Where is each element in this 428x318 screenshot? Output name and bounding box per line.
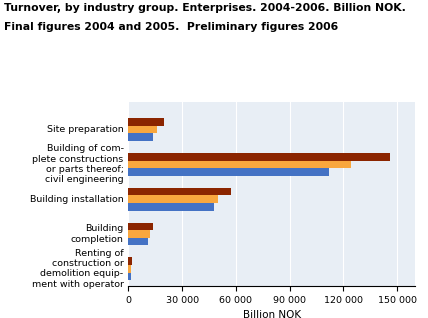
Bar	[128, 265, 131, 273]
Bar	[128, 134, 153, 141]
Bar	[128, 168, 329, 176]
Bar	[128, 188, 231, 195]
Bar	[128, 230, 150, 238]
Text: Final figures 2004 and 2005.  Preliminary figures 2006: Final figures 2004 and 2005. Preliminary…	[4, 22, 339, 32]
Bar	[128, 153, 390, 161]
Bar	[128, 238, 148, 245]
Bar	[128, 195, 218, 203]
Bar	[128, 161, 351, 168]
Bar	[128, 126, 157, 134]
Bar	[128, 203, 214, 211]
Bar	[128, 273, 131, 280]
Bar	[128, 257, 132, 265]
Text: Turnover, by industry group. Enterprises. 2004-2006. Billion NOK.: Turnover, by industry group. Enterprises…	[4, 3, 406, 13]
Bar	[128, 223, 154, 230]
Bar	[128, 118, 164, 126]
X-axis label: Billion NOK: Billion NOK	[243, 310, 301, 318]
